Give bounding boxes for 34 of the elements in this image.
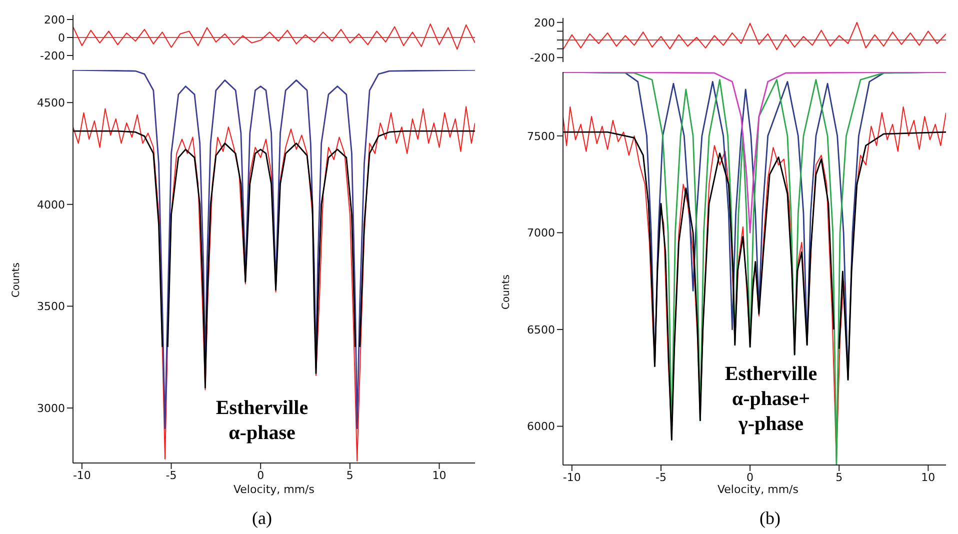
x-tick-label: -5 [655,470,666,484]
y-tick-label: 3500 [37,300,65,314]
x-tick-label: -10 [72,468,91,482]
y-tick-label: 4500 [37,96,65,110]
x-tick-label: 0 [257,468,264,482]
x-tick-label: 10 [921,470,936,484]
line-series [563,22,946,50]
x-tick-label: 5 [346,468,354,482]
x-axis-title: Velocity, mm/s [232,483,316,496]
x-tick-label: 0 [746,470,754,484]
y-tick-label: 200 [44,13,65,26]
y-tick-label: 200 [534,16,555,30]
x-tick-label: -5 [166,468,177,482]
x-tick-label: -10 [562,470,581,484]
annotation: Estherville α-phase [214,396,310,446]
y-axis-title: Counts [11,262,23,300]
y-tick-label: -200 [530,52,555,65]
line-series [563,72,946,234]
y-tick-label: 7000 [527,226,555,240]
text: (a) [251,508,273,529]
x-tick-label: 10 [432,468,446,482]
y-tick-label: -200 [40,49,65,62]
line-series [73,24,475,50]
y-tick-label: 0 [58,31,65,44]
y-tick-label: 3000 [37,402,65,415]
y-tick-label: 4000 [37,198,65,212]
text: (b) [758,508,782,529]
y-tick-label: 6500 [527,323,555,336]
y-tick-label: 7500 [527,130,555,143]
y-axis-title: Counts [501,274,513,312]
x-tick-label: 5 [836,470,843,484]
y-tick-label: 6000 [527,420,555,434]
annotation: Estherville α-phase+ γ-phase [724,362,818,437]
x-axis-title: Velocity, mm/s [716,483,800,496]
